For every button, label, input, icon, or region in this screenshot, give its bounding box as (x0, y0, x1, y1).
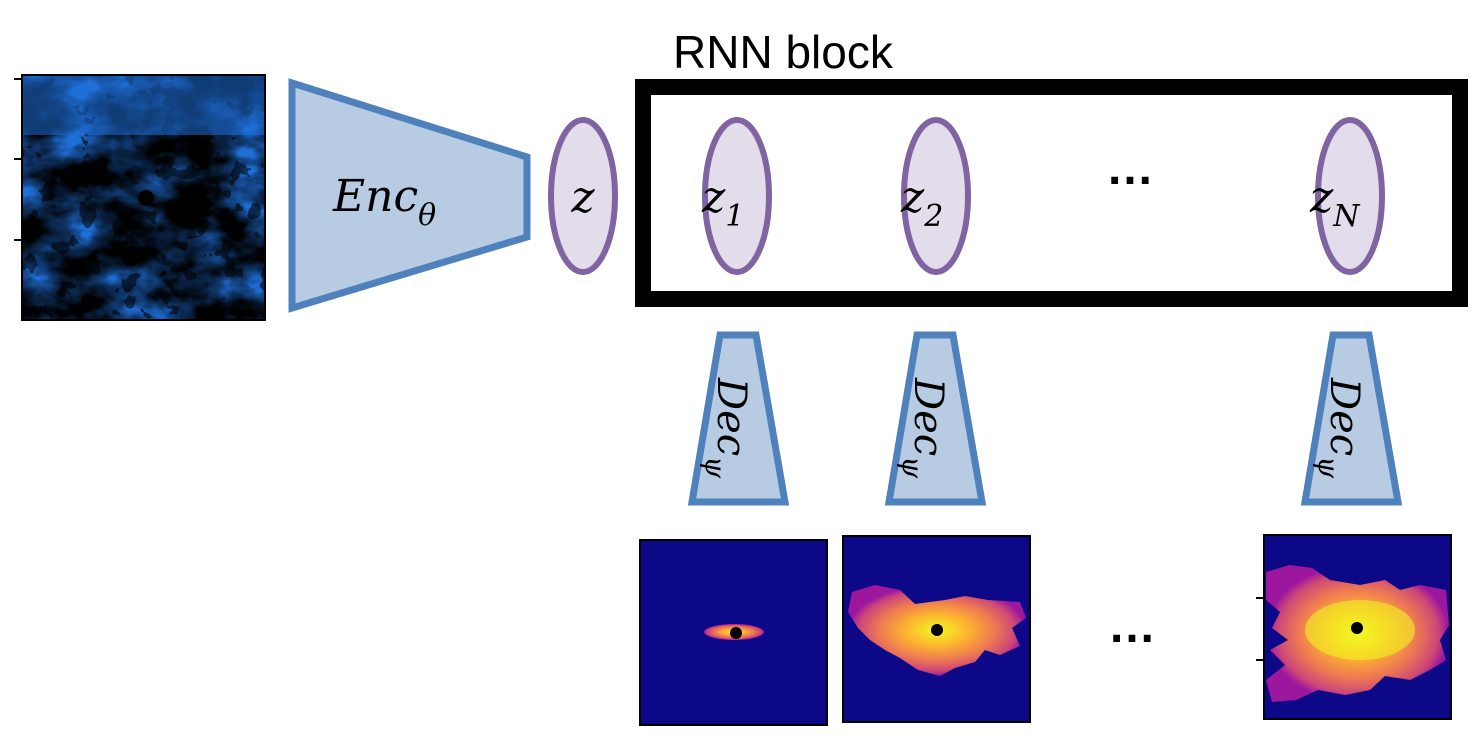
rnn-block-title: RNN block (673, 26, 894, 78)
latent-label: z (570, 172, 595, 223)
decoder-2: Decψ (884, 331, 987, 506)
decoder-trapezoid (884, 331, 987, 506)
rnn-state-2: z2 (900, 117, 971, 275)
encoder-trapezoid (288, 78, 531, 313)
output-map-1 (639, 539, 828, 726)
rnn-block-border (635, 79, 1468, 307)
latent-ellipse (548, 117, 618, 275)
rnn-state-ellipse (901, 117, 971, 275)
decoder-label: Decψ (896, 377, 951, 479)
decoder-1: Decψ (687, 331, 790, 506)
decoder-label: Decψ (699, 377, 754, 479)
well-marker (138, 190, 154, 206)
output-map-2 (842, 535, 1031, 723)
latent-z: z (548, 117, 618, 275)
rnn-state-ellipse (702, 117, 772, 275)
rnn-state-label: z1 (701, 172, 744, 234)
input-map-top-band (22, 75, 265, 135)
encoder: Encθ (288, 78, 531, 313)
decoder-label: Decψ (1312, 377, 1367, 479)
rnn-state-label: z2 (900, 172, 943, 234)
decoder-n: Decψ (1300, 331, 1403, 506)
input-permeability-map (14, 74, 266, 321)
rnn-block: RNN block z1 z2 … zN (635, 26, 1468, 307)
rnn-state-label: zN (1309, 172, 1361, 234)
rnn-ellipsis: … (1106, 142, 1154, 195)
rnn-state-n: zN (1309, 117, 1385, 275)
encoder-label: Encθ (332, 171, 436, 233)
output-ellipsis: … (1108, 600, 1156, 653)
well-marker (931, 624, 943, 636)
rnn-state-ellipse (1315, 117, 1385, 275)
rnn-state-1: z1 (701, 117, 772, 275)
decoder-trapezoid (687, 331, 790, 506)
well-marker (730, 627, 742, 639)
output-map-n (1256, 534, 1452, 720)
decoder-trapezoid (1300, 331, 1403, 506)
well-marker (1351, 622, 1363, 634)
input-map-frame (21, 74, 266, 321)
